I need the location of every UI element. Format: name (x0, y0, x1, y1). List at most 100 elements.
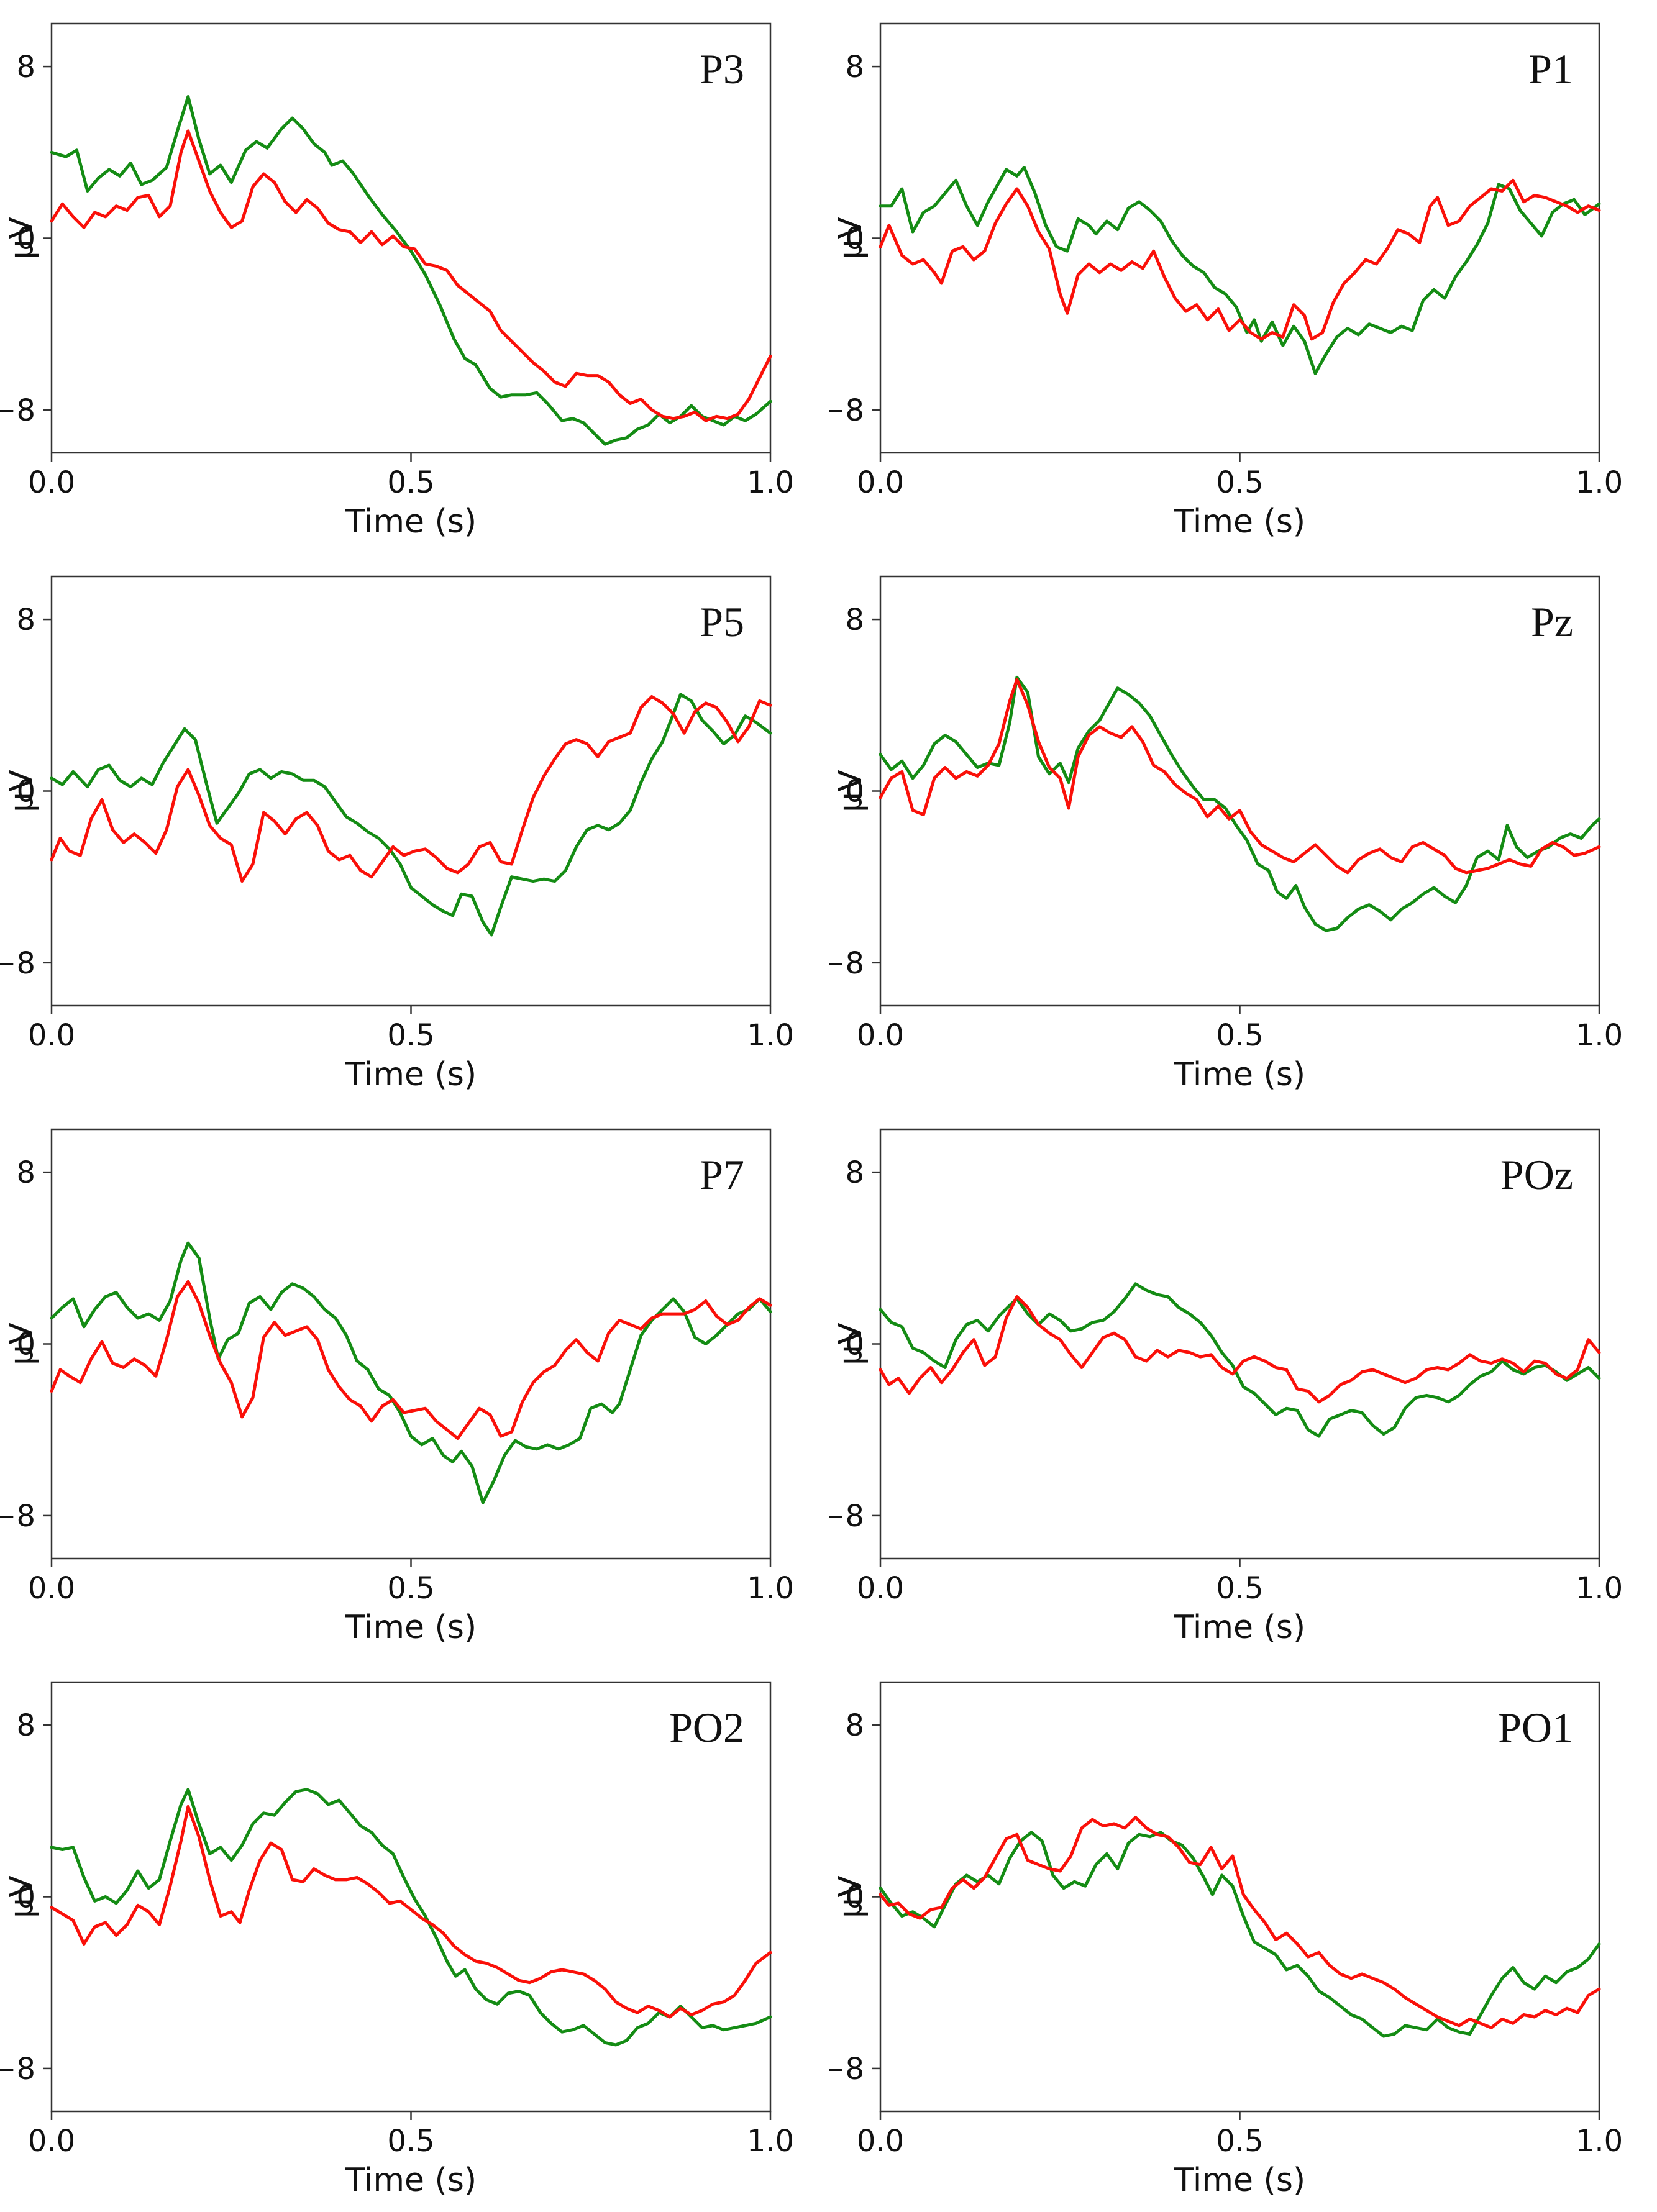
y-tick-label: −8 (0, 946, 35, 981)
y-axis-label: µV (3, 217, 40, 260)
x-tick-label: 0.5 (387, 1018, 434, 1053)
y-tick-label: 8 (16, 50, 35, 84)
y-tick-label: −8 (829, 393, 864, 428)
subplot-po2: 0.0 0.5 1.0 8 0 −8 Time (s) µV PO2 (0, 1659, 828, 2211)
series-green-line (879, 166, 1601, 375)
y-tick-label: 8 (16, 1708, 35, 1743)
y-tick-label: 8 (845, 1155, 864, 1190)
y-tick-label: −8 (829, 946, 864, 981)
y-tick-label: −8 (829, 2052, 864, 2087)
x-tick-label: 1.0 (1576, 2124, 1623, 2159)
y-axis-label: µV (832, 770, 869, 812)
x-tick-label: 1.0 (747, 465, 794, 500)
y-axis-label: µV (832, 1875, 869, 1918)
series-red-line (879, 1295, 1601, 1404)
x-axis-label: Time (s) (1174, 2162, 1305, 2199)
subplot-p1: 0.0 0.5 1.0 8 0 −8 Time (s) µV P1 (829, 0, 1657, 553)
axis-frame (50, 1681, 772, 2113)
x-tick-label: 0.0 (857, 465, 904, 500)
series-green-line (879, 675, 1601, 932)
x-tick-label: 0.0 (857, 2124, 904, 2159)
channel-label: P7 (700, 1151, 744, 1198)
subplot-poz: 0.0 0.5 1.0 8 0 −8 Time (s) µV POz (829, 1106, 1657, 1659)
series-red-line (50, 1805, 772, 2019)
axis-frame (50, 22, 772, 454)
axis-frame (50, 1128, 772, 1560)
channel-label: PO2 (669, 1704, 744, 1751)
x-tick-label: 0.5 (387, 2124, 434, 2159)
y-tick-label: −8 (0, 393, 35, 428)
x-axis-label: Time (s) (1174, 1056, 1305, 1093)
x-tick-label: 0.5 (387, 1571, 434, 1606)
x-tick-label: 1.0 (747, 1018, 794, 1053)
x-axis-label: Time (s) (1174, 503, 1305, 540)
y-axis-label: µV (3, 770, 40, 812)
series-green-line (50, 95, 772, 446)
y-axis-label: µV (3, 1875, 40, 1918)
x-tick-label: 1.0 (1576, 465, 1623, 500)
y-tick-label: 0 (16, 1327, 35, 1362)
x-axis-label: Time (s) (345, 1609, 477, 1646)
y-tick-label: 0 (845, 775, 864, 809)
x-tick-label: 0.0 (857, 1018, 904, 1053)
x-tick-label: 1.0 (1576, 1571, 1623, 1606)
x-tick-label: 0.0 (857, 1571, 904, 1606)
y-tick-label: 8 (845, 603, 864, 637)
axis-frame (50, 575, 772, 1007)
y-tick-label: 0 (845, 222, 864, 257)
x-tick-label: 0.5 (1216, 465, 1263, 500)
y-tick-label: 0 (845, 1880, 864, 1915)
x-tick-label: 0.0 (28, 2124, 75, 2159)
channel-label: P1 (1528, 45, 1573, 93)
subplot-po1: 0.0 0.5 1.0 8 0 −8 Time (s) µV PO1 (829, 1659, 1657, 2211)
y-tick-label: 0 (845, 1327, 864, 1362)
subplot-pz: 0.0 0.5 1.0 8 0 −8 Time (s) µV Pz (829, 553, 1657, 1106)
x-axis-label: Time (s) (345, 503, 477, 540)
subplot-p7: 0.0 0.5 1.0 8 0 −8 Time (s) µV P7 (0, 1106, 828, 1659)
y-tick-label: −8 (0, 1499, 35, 1534)
y-tick-label: −8 (829, 1499, 864, 1534)
y-axis-label: µV (832, 1322, 869, 1365)
y-axis-label: µV (832, 217, 869, 260)
channel-label: Pz (1531, 598, 1573, 645)
series-red-line (50, 695, 772, 883)
x-tick-label: 0.5 (1216, 1571, 1263, 1606)
y-tick-label: 0 (16, 1880, 35, 1915)
x-axis-label: Time (s) (1174, 1609, 1305, 1646)
y-tick-label: 8 (845, 50, 864, 84)
series-green-line (879, 1831, 1601, 2038)
series-red-line (879, 178, 1601, 341)
x-tick-label: 0.5 (387, 465, 434, 500)
series-green-line (50, 1241, 772, 1504)
channel-label: POz (1500, 1151, 1573, 1198)
x-tick-label: 0.0 (28, 465, 75, 500)
subplot-p3: 0.0 0.5 1.0 8 0 −8 Time (s) µV P3 (0, 0, 828, 553)
x-axis-label: Time (s) (345, 2162, 477, 2199)
channel-label: P3 (700, 45, 744, 93)
y-tick-label: 0 (16, 775, 35, 809)
y-tick-label: 0 (16, 222, 35, 257)
y-axis-label: µV (3, 1322, 40, 1365)
x-tick-label: 0.5 (1216, 1018, 1263, 1053)
series-red-line (879, 1816, 1601, 2029)
series-green-line (50, 1788, 772, 2047)
axis-frame (879, 1681, 1600, 2113)
channel-label: PO1 (1498, 1704, 1573, 1751)
x-tick-label: 0.5 (1216, 2124, 1263, 2159)
y-tick-label: 8 (845, 1708, 864, 1743)
y-tick-label: −8 (0, 2052, 35, 2087)
x-tick-label: 1.0 (747, 2124, 794, 2159)
x-axis-label: Time (s) (345, 1056, 477, 1093)
x-tick-label: 1.0 (747, 1571, 794, 1606)
series-green-line (879, 1282, 1601, 1438)
axis-frame (879, 575, 1600, 1007)
channel-label: P5 (700, 598, 744, 645)
x-tick-label: 1.0 (1576, 1018, 1623, 1053)
subplot-p5: 0.0 0.5 1.0 8 0 −8 Time (s) µV P5 (0, 553, 828, 1106)
y-tick-label: 8 (16, 603, 35, 637)
y-tick-label: 8 (16, 1155, 35, 1190)
axis-frame (879, 1128, 1600, 1560)
series-red-line (50, 1280, 772, 1440)
x-tick-label: 0.0 (28, 1018, 75, 1053)
